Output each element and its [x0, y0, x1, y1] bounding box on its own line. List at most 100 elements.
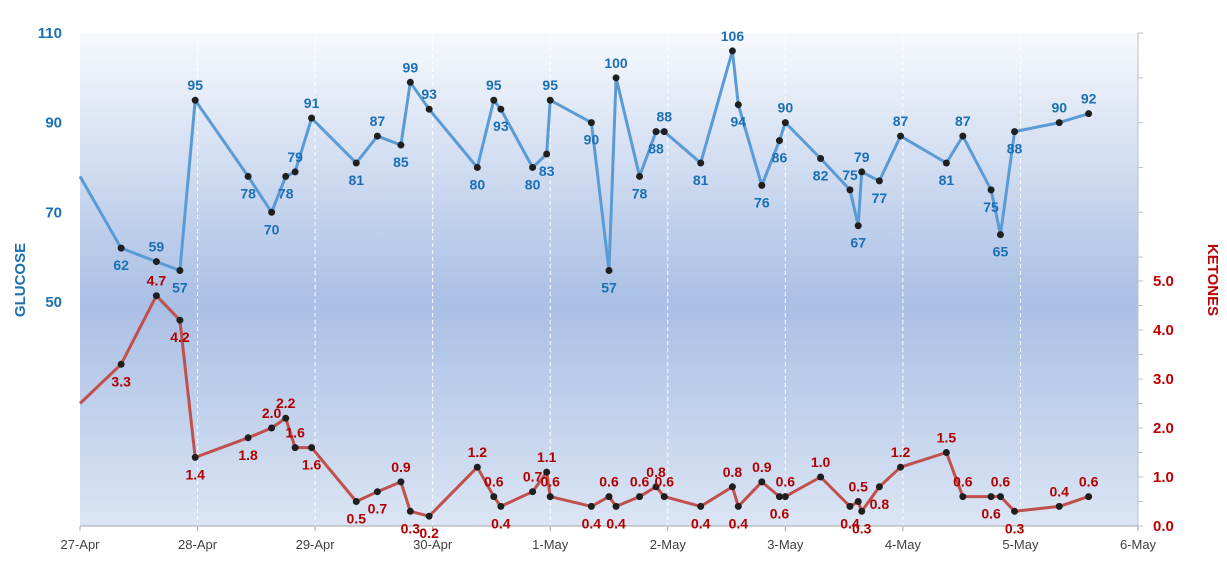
- right-tick-label: 1.0: [1153, 469, 1174, 486]
- gridlines: [197, 33, 1021, 526]
- ketones-point: [781, 493, 789, 501]
- ketones-data-label: 0.7: [523, 469, 543, 485]
- glucose-series-line: [78, 49, 1090, 272]
- x-tick-label: 30-Apr: [413, 537, 453, 552]
- glucose-data-label: 67: [850, 235, 866, 251]
- glucose-data-label: 78: [240, 185, 256, 201]
- ketones-data-label: 0.4: [582, 515, 602, 531]
- glucose-data-label: 79: [287, 149, 303, 165]
- glucose-point: [352, 159, 360, 167]
- ketones-point: [734, 502, 742, 510]
- ketones-point: [543, 468, 551, 476]
- ketones-point: [1011, 507, 1019, 515]
- glucose-point: [758, 181, 766, 189]
- left-tick-label: 50: [45, 294, 62, 311]
- x-tick-label: 3-May: [767, 537, 804, 552]
- glucose-point: [942, 159, 950, 167]
- right-tick-label: 2.0: [1153, 420, 1174, 437]
- ketones-data-label: 1.1: [537, 449, 557, 465]
- ketones-data-label: 0.6: [981, 506, 1001, 522]
- ketones-point: [987, 493, 995, 501]
- glucose-point: [473, 163, 481, 171]
- glucose-data-label: 95: [542, 77, 558, 93]
- glucose-data-label: 106: [721, 28, 745, 44]
- glucose-data-label: 85: [393, 154, 409, 170]
- ketones-point: [490, 493, 498, 501]
- glucose-data-label: 57: [172, 280, 188, 296]
- ketones-point: [176, 316, 184, 324]
- ketones-data-label: 1.6: [285, 425, 305, 441]
- glucose-data-label: 81: [693, 172, 709, 188]
- glucose-data-label: 76: [754, 194, 770, 210]
- glucose-data-label: 81: [348, 172, 364, 188]
- ketones-point: [373, 488, 381, 496]
- ketones-data-label: 0.6: [655, 474, 675, 490]
- ketones-data-label: 0.6: [770, 506, 790, 522]
- glucose-point: [406, 78, 414, 86]
- ketones-point: [282, 414, 290, 422]
- ketones-point: [152, 292, 160, 300]
- glucose-data-label: 80: [470, 176, 486, 192]
- glucose-data-label: 95: [486, 77, 502, 93]
- glucose-point: [996, 231, 1004, 239]
- glucose-data-label: 70: [264, 221, 280, 237]
- glucose-data-label: 83: [539, 163, 555, 179]
- x-tick-label: 4-May: [885, 537, 922, 552]
- glucose-point: [875, 177, 883, 185]
- ketones-point: [959, 493, 967, 501]
- ketones-data-label: 1.6: [302, 457, 322, 473]
- glucose-data-label: 86: [772, 150, 788, 166]
- ketones-point: [308, 444, 316, 452]
- ketones-point: [858, 507, 866, 515]
- ketones-data-label: 1.2: [891, 444, 911, 460]
- ketones-point: [897, 463, 905, 471]
- glucose-point: [854, 222, 862, 230]
- ketones-data-label: 0.4: [1050, 483, 1070, 499]
- ketones-point: [546, 493, 554, 501]
- ketones-data-label: 0.9: [391, 459, 411, 475]
- ketones-data-label: 0.2: [419, 525, 439, 541]
- ketones-point: [1085, 493, 1093, 501]
- ketones-data-label: 0.6: [1079, 474, 1099, 490]
- ketones-data-label: 1.2: [468, 444, 488, 460]
- glucose-point: [291, 168, 299, 176]
- ketones-data-label: 0.4: [840, 515, 860, 531]
- ketones-data-label: 4.2: [170, 329, 190, 345]
- glucose-data-label: 87: [893, 113, 909, 129]
- glucose-data-label: 75: [842, 167, 858, 183]
- glucose-data-label: 78: [632, 185, 648, 201]
- glucose-point: [660, 128, 668, 136]
- glucose-data-label: 80: [525, 176, 541, 192]
- glucose-point: [858, 168, 866, 176]
- glucose-data-label: 88: [648, 141, 664, 157]
- glucose-data-label: 100: [604, 55, 628, 71]
- glucose-point: [734, 101, 742, 109]
- glucose-point: [817, 154, 825, 162]
- right-axis-title: KETONES: [1204, 244, 1221, 316]
- glucose-point: [373, 132, 381, 140]
- ketones-point: [191, 453, 199, 461]
- glucose-point: [191, 96, 199, 104]
- ketones-point: [244, 434, 252, 442]
- glucose-data-label: 88: [656, 109, 672, 125]
- data-labels: 6259579578707879918187859993809593808395…: [111, 28, 1098, 541]
- glucose-point: [117, 244, 125, 252]
- axes: 27-Apr 28-Apr 29-Apr 30-Apr 1-May 2-May 3-May 4…: [12, 25, 1221, 552]
- x-tick-label: 6-May: [1120, 537, 1157, 552]
- glucose-point: [1011, 128, 1019, 136]
- left-axis-title: GLUCOSE: [12, 243, 29, 317]
- glucose-data-label: 75: [983, 199, 999, 215]
- glucose-point: [546, 96, 554, 104]
- ketones-data-label: 3.3: [111, 373, 131, 389]
- x-tick-label: 1-May: [532, 537, 569, 552]
- glucose-data-label: 90: [1051, 100, 1067, 116]
- ketones-data-label: 2.2: [276, 395, 296, 411]
- ketones-data-label: 2.0: [262, 405, 282, 421]
- glucose-data-label: 93: [493, 118, 509, 134]
- glucose-data-label: 82: [813, 167, 829, 183]
- x-tick-label: 5-May: [1002, 537, 1039, 552]
- ketones-point: [1055, 502, 1063, 510]
- ketones-point: [397, 478, 405, 486]
